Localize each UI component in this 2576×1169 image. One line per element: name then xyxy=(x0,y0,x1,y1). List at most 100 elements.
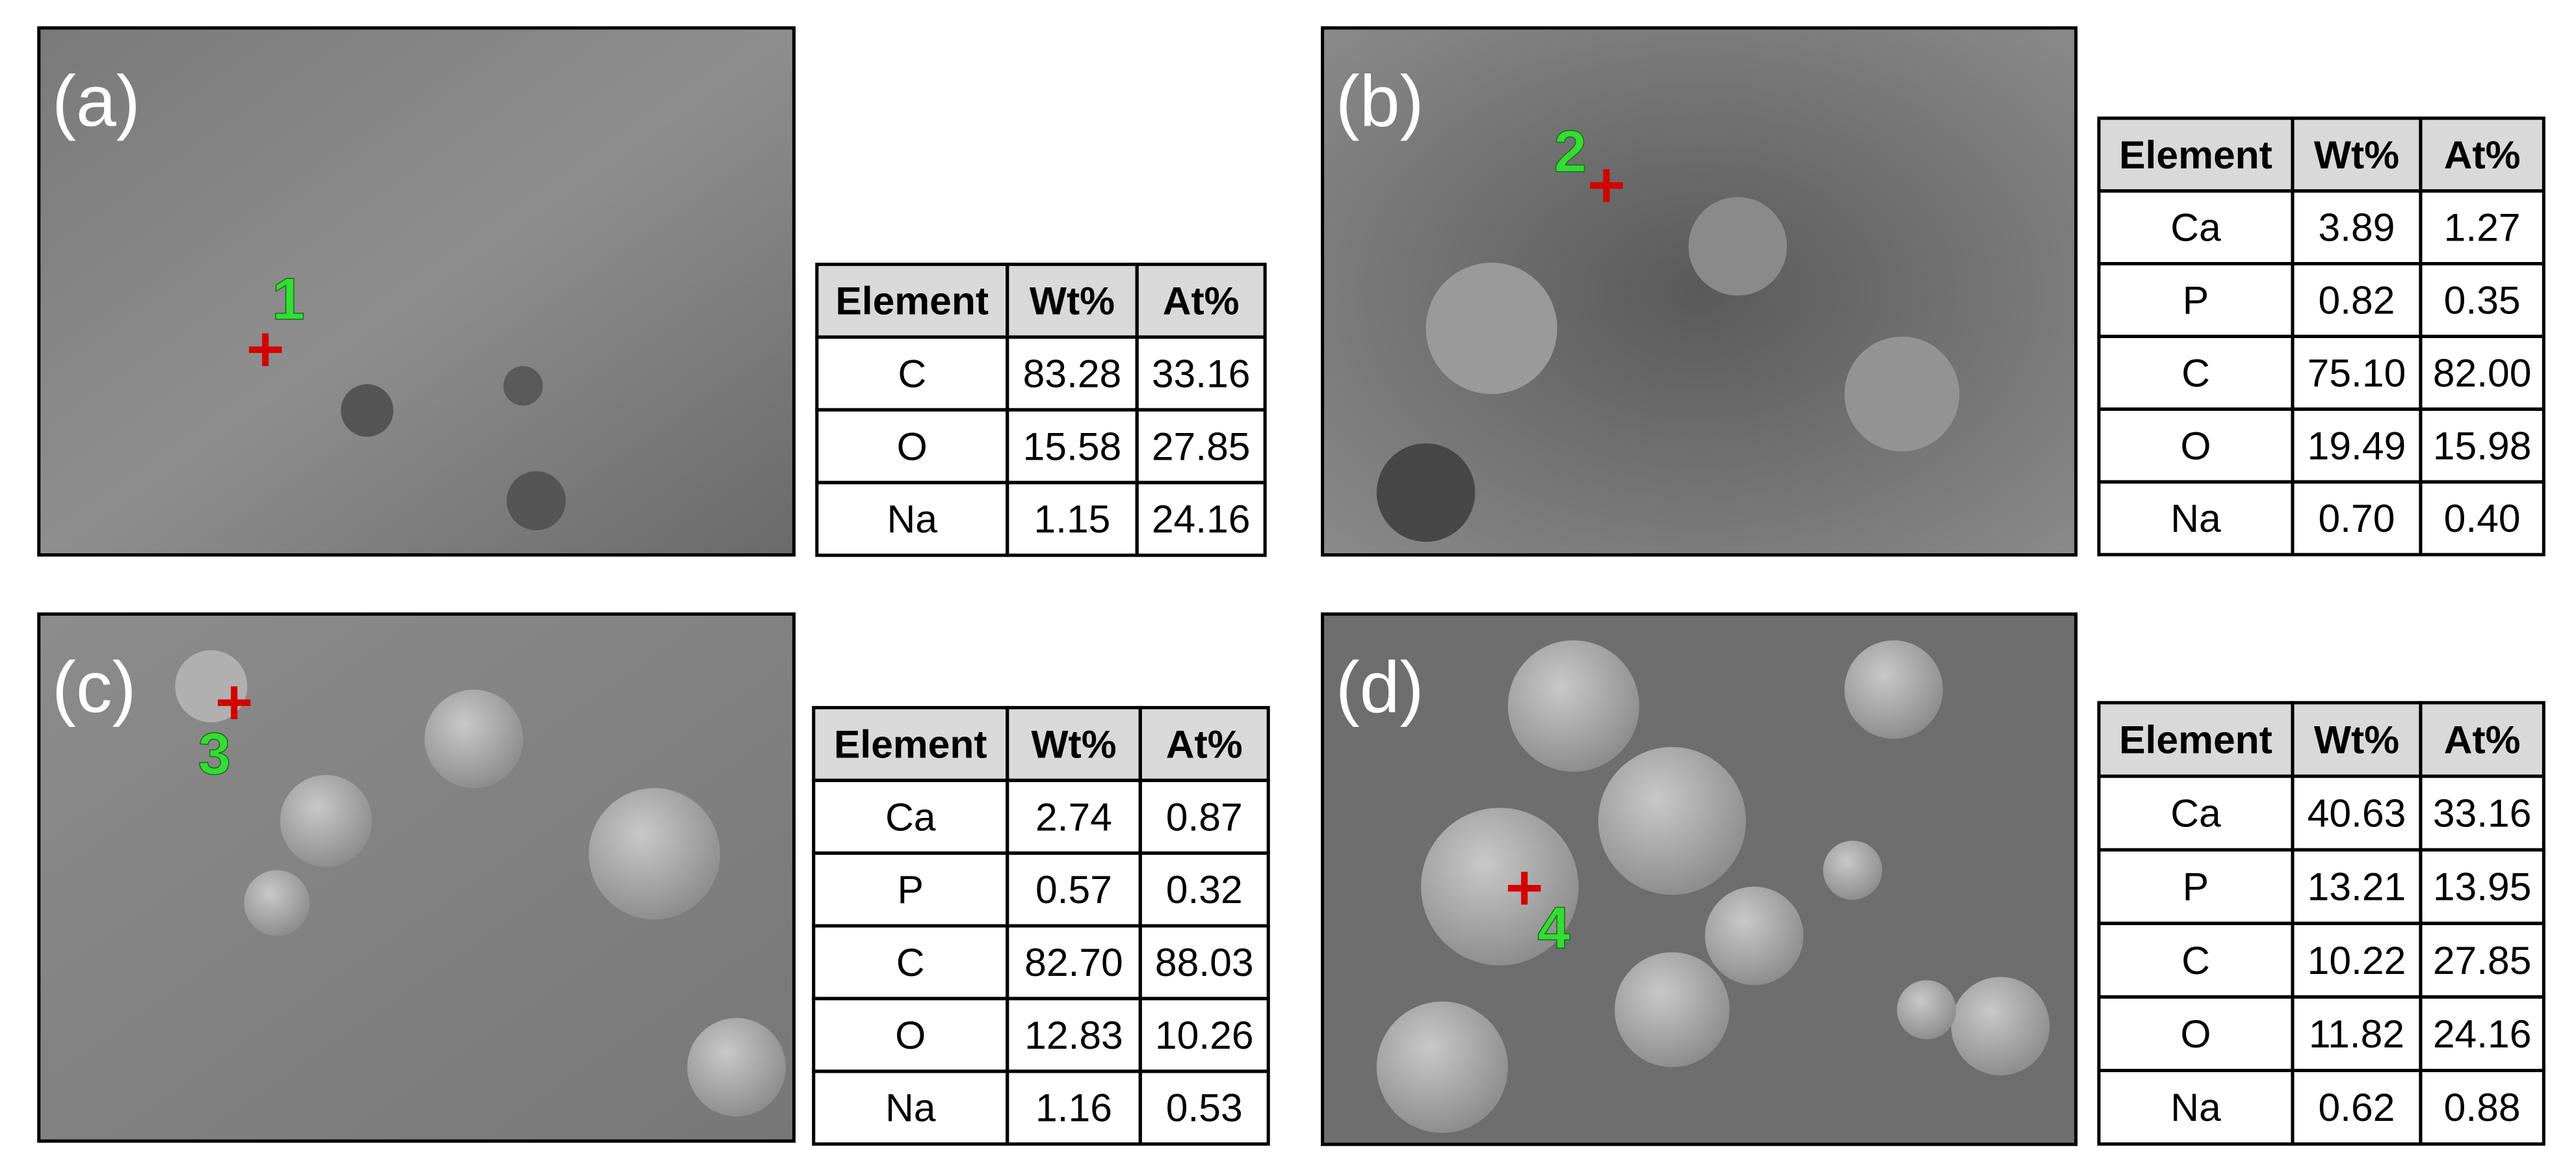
particle xyxy=(1615,952,1730,1068)
table-value: C xyxy=(2181,938,2210,982)
table-value: Na xyxy=(2170,1085,2221,1129)
table-value: 33.16 xyxy=(1152,351,1251,395)
table-value: 75.10 xyxy=(2308,350,2406,395)
table-header-bg xyxy=(816,264,1266,337)
table-value: 19.49 xyxy=(2308,423,2406,467)
particle xyxy=(503,366,543,406)
table-value: 0.87 xyxy=(1166,795,1243,839)
point-number: 1 xyxy=(272,267,305,332)
crosshair xyxy=(1590,169,1623,202)
table-header: Wt% xyxy=(1031,722,1116,766)
table-header-bg xyxy=(813,707,1269,781)
micrograph xyxy=(38,27,794,555)
table-value: 2.74 xyxy=(1035,795,1112,839)
micrograph-border xyxy=(1321,26,2078,557)
table-value: 0.32 xyxy=(1166,867,1243,912)
table-value: O xyxy=(2180,1012,2211,1056)
particle xyxy=(1844,640,1944,739)
table-header: Wt% xyxy=(2314,133,2399,177)
particle xyxy=(280,774,372,867)
table-value: 3.89 xyxy=(2318,205,2395,250)
panel-label: (c) xyxy=(52,646,137,728)
table-value: 82.70 xyxy=(1024,940,1123,984)
table-value: 82.00 xyxy=(2433,350,2532,395)
table-value: 1.15 xyxy=(1034,497,1110,541)
particle xyxy=(1376,443,1476,542)
particle xyxy=(1507,640,1639,772)
point-number: 4 xyxy=(1537,895,1570,961)
crosshair xyxy=(218,686,251,720)
panel-label: (b) xyxy=(1336,60,1424,141)
crosshair xyxy=(1507,871,1541,905)
table-value: C xyxy=(898,351,926,395)
table-header: Element xyxy=(834,722,987,766)
particle xyxy=(1951,977,2050,1076)
micrograph-border xyxy=(37,612,796,1143)
particle xyxy=(588,788,720,920)
table-value: 0.57 xyxy=(1035,867,1112,912)
table-value: 33.16 xyxy=(2433,791,2532,835)
table-value: 0.70 xyxy=(2318,496,2395,540)
table-value: 0.40 xyxy=(2444,496,2521,540)
particle xyxy=(1844,336,1960,452)
particle xyxy=(506,471,566,531)
table-header: Wt% xyxy=(1030,279,1115,323)
table-value: Na xyxy=(887,497,937,541)
particle xyxy=(1425,263,1557,395)
table-header: At% xyxy=(2444,133,2521,177)
micrograph-border xyxy=(1321,612,2078,1146)
table-cell xyxy=(1138,1070,1270,1146)
table-header-bg xyxy=(2098,118,2544,191)
table-header: Wt% xyxy=(2314,717,2399,761)
table-value: 10.22 xyxy=(2308,938,2406,982)
table-value: Na xyxy=(2170,496,2221,540)
particle xyxy=(1688,197,1788,296)
table-value: 15.98 xyxy=(2433,423,2532,467)
table-cell xyxy=(1135,480,1267,557)
particle xyxy=(1376,1001,1508,1133)
table-value: P xyxy=(897,867,923,912)
table-value: Ca xyxy=(2170,205,2221,250)
table-value: 15.58 xyxy=(1023,424,1122,468)
table-value: O xyxy=(897,424,928,468)
table-value: Ca xyxy=(885,795,936,839)
table-value: Na xyxy=(885,1086,936,1130)
particle xyxy=(424,689,523,789)
table-value: 0.62 xyxy=(2318,1085,2395,1129)
particle xyxy=(1704,886,1804,986)
table-value: 83.28 xyxy=(1023,351,1122,395)
table-value: C xyxy=(2181,350,2210,395)
table-header: At% xyxy=(1166,722,1243,766)
panel-label: (a) xyxy=(52,60,140,141)
table-value: O xyxy=(2180,423,2211,467)
table-value: 13.21 xyxy=(2308,865,2406,909)
table-value: 0.88 xyxy=(2444,1085,2521,1129)
table-value: 12.83 xyxy=(1024,1013,1123,1057)
particle xyxy=(244,870,310,936)
table-header: Element xyxy=(835,279,989,323)
table-value: C xyxy=(896,940,925,984)
particle xyxy=(1598,747,1747,895)
point-number: 2 xyxy=(1554,119,1587,185)
table-value: 0.35 xyxy=(2444,278,2521,322)
table-value: Ca xyxy=(2170,791,2221,835)
table-value: 0.53 xyxy=(1166,1086,1243,1130)
point-number: 3 xyxy=(198,722,231,787)
panel-label: (d) xyxy=(1336,646,1424,728)
table-value: P xyxy=(2183,278,2209,322)
particle xyxy=(341,384,394,437)
table-header: Element xyxy=(2119,133,2272,177)
table-cell xyxy=(2419,480,2545,557)
table-header: At% xyxy=(1163,279,1240,323)
particle xyxy=(1421,808,1579,965)
particle xyxy=(1823,840,1882,900)
table-value: 24.16 xyxy=(2433,1012,2532,1056)
table-header: Element xyxy=(2119,717,2272,761)
table-value: 40.63 xyxy=(2308,791,2406,835)
table-value: 27.85 xyxy=(1152,424,1251,468)
table-value: 10.26 xyxy=(1155,1013,1254,1057)
table-header-bg xyxy=(2098,702,2544,776)
particle xyxy=(1897,980,1957,1040)
